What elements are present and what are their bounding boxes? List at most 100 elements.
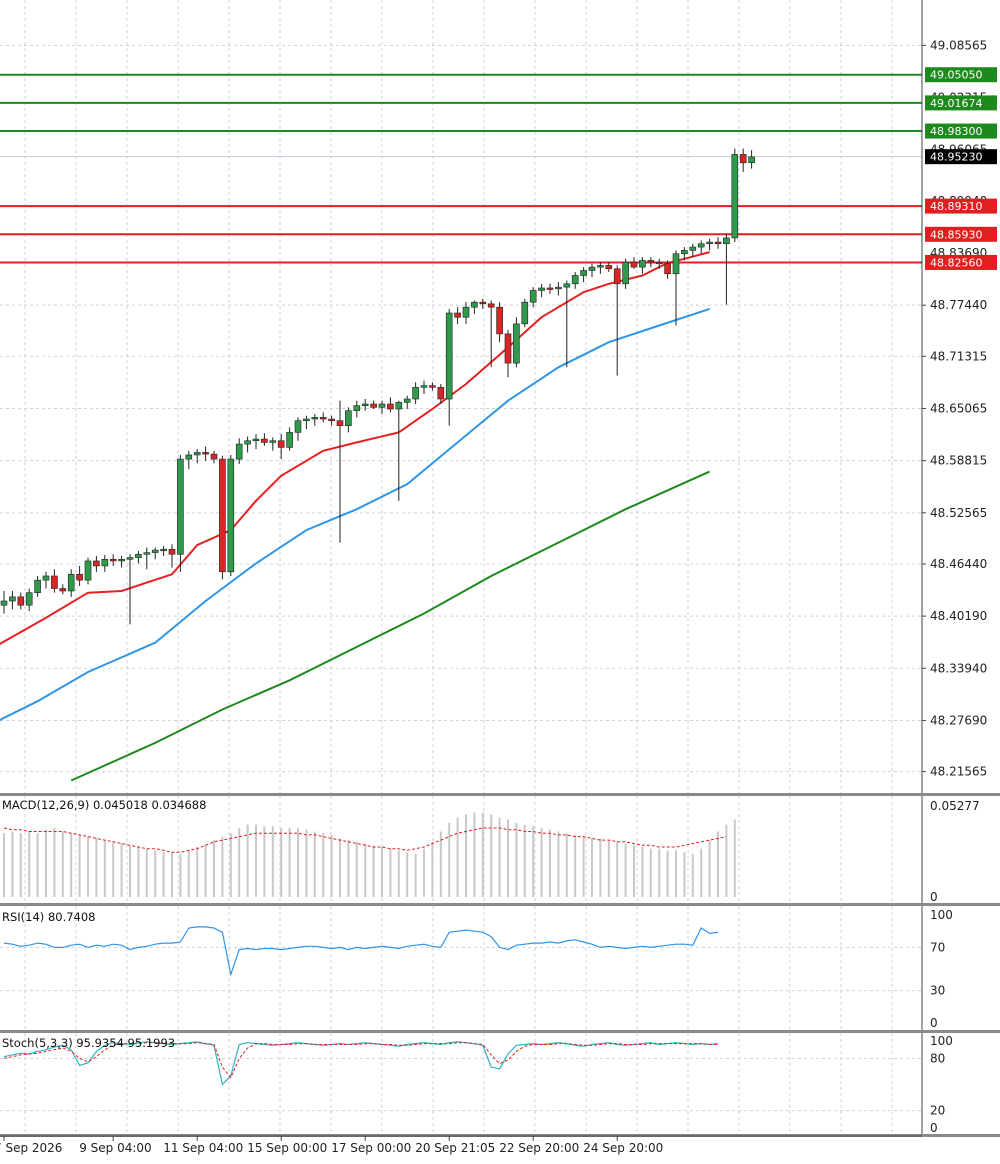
bearish-candle — [319, 417, 327, 420]
panel-separator-2 — [0, 1030, 1000, 1033]
time-tick-label: 20 Sep 21:05 — [415, 1141, 495, 1155]
bullish-candle — [639, 260, 646, 268]
resistance-level-value: 48.98300 — [930, 125, 983, 138]
price-tick-label: 48.52565 — [930, 506, 987, 520]
bullish-candle — [84, 560, 92, 581]
moving-average-line-0 — [0, 251, 710, 645]
price-tick-label: 48.21565 — [930, 765, 987, 779]
price-tick-label: 48.71315 — [930, 349, 987, 363]
bullish-candle — [160, 548, 167, 552]
bullish-candle — [303, 418, 310, 422]
bullish-candle — [345, 410, 352, 427]
bullish-candle — [597, 265, 604, 268]
bearish-candle — [504, 333, 512, 364]
bullish-candle — [118, 558, 125, 562]
stoch-level-label: 100 — [930, 1034, 953, 1048]
bearish-candle — [109, 558, 117, 562]
bullish-candle — [471, 301, 478, 308]
bullish-candle — [193, 452, 201, 456]
resistance-level-tag — [925, 67, 997, 83]
bearish-candle — [202, 452, 209, 455]
bearish-candle — [454, 312, 461, 318]
current-price-value: 48.95230 — [930, 151, 983, 164]
time-tick-label: 11 Sep 04:00 — [163, 1141, 243, 1155]
moving-average-line-1 — [0, 307, 710, 721]
macd-scale-label: 0 — [930, 890, 938, 904]
support-level-tag — [925, 198, 997, 214]
resistance-level-tag — [925, 123, 997, 139]
bearish-candle — [487, 303, 495, 308]
bullish-candle — [269, 440, 277, 443]
bullish-candle — [395, 402, 403, 410]
bullish-candle — [689, 246, 697, 251]
bullish-candle — [353, 405, 361, 411]
bearish-candle — [59, 588, 67, 592]
bearish-candle — [605, 265, 613, 270]
rsi-level-label: 30 — [930, 984, 945, 998]
bearish-candle — [655, 261, 663, 265]
grid-layer — [0, 0, 922, 1134]
bullish-candle — [361, 403, 369, 406]
bearish-candle — [328, 418, 335, 422]
bullish-candle — [294, 420, 302, 433]
bullish-candle — [445, 312, 453, 400]
bullish-candle — [9, 596, 16, 602]
rsi-level-label: 0 — [930, 1016, 938, 1030]
stoch-k-line — [3, 1041, 719, 1086]
bullish-candle — [513, 323, 520, 364]
stoch-level-label: 80 — [930, 1051, 945, 1065]
bullish-candle — [571, 275, 579, 285]
rsi-line — [3, 926, 719, 977]
price-levels — [0, 73, 922, 264]
bullish-candle — [462, 306, 470, 318]
macd-label: MACD(12,26,9) 0.045018 0.034688 — [2, 798, 206, 812]
bearish-candle — [496, 306, 503, 335]
bullish-candle — [622, 261, 629, 285]
bullish-candle — [252, 438, 260, 442]
bullish-candle — [681, 250, 688, 255]
bearish-candle — [387, 403, 394, 410]
price-tick-label: 48.33940 — [930, 661, 987, 675]
price-tick-label: 48.40190 — [930, 609, 987, 623]
bullish-candle — [588, 266, 596, 271]
stoch-level-label: 0 — [930, 1121, 938, 1135]
resistance-level-value: 49.01674 — [930, 97, 983, 110]
bearish-candle — [370, 403, 377, 408]
bearish-candle — [51, 575, 58, 589]
bullish-candle — [412, 387, 419, 400]
bullish-candle — [25, 592, 33, 606]
panel-separator-1 — [0, 903, 1000, 906]
bullish-candle — [731, 154, 739, 239]
bullish-candle — [34, 579, 41, 593]
bullish-candle — [311, 417, 319, 420]
price-tick-label: 48.46440 — [930, 557, 987, 571]
price-tags: 49.05050 49.01674 48.98300 48.89310 48.85930… — [925, 67, 997, 270]
time-tick-label: 17 Sep 00:00 — [331, 1141, 411, 1155]
bullish-candle — [521, 301, 529, 325]
bullish-candle — [403, 398, 411, 403]
bullish-candle — [0, 600, 8, 606]
bearish-candle — [93, 560, 100, 567]
bearish-candle — [714, 241, 722, 245]
bullish-candle — [151, 549, 159, 553]
bearish-candle — [168, 548, 176, 555]
bullish-candle — [286, 432, 293, 448]
bullish-candle — [244, 440, 251, 445]
bearish-candle — [76, 573, 83, 581]
bearish-candle — [17, 596, 25, 606]
bearish-candle — [630, 261, 638, 268]
bullish-candle — [555, 286, 562, 290]
bearish-candle — [664, 263, 671, 275]
current-price-tag — [925, 149, 997, 165]
macd-scale-label: 0.05277 — [930, 799, 980, 813]
resistance-level-tag — [925, 95, 997, 111]
price-tick-label: 48.27690 — [930, 713, 987, 727]
macd-signal-line — [3, 827, 727, 853]
bearish-candle — [437, 387, 445, 400]
bearish-candle — [739, 154, 747, 164]
time-tick-label: 15 Sep 00:00 — [247, 1141, 327, 1155]
bullish-candle — [420, 385, 428, 388]
